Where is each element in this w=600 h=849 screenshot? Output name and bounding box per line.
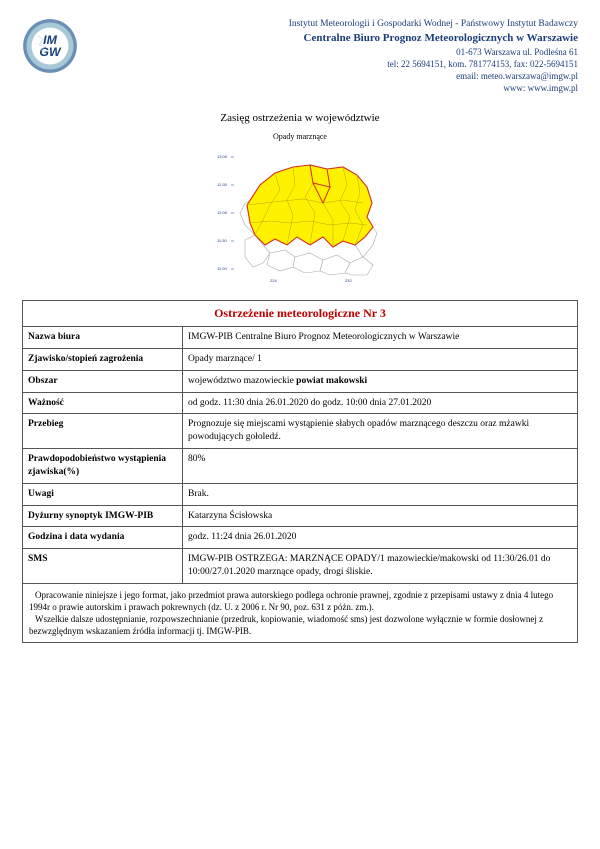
- header-address: 01-673 Warszawa ul. Podleśna 61: [92, 46, 578, 58]
- table-row: Nazwa biuraIMGW-PIB Centralne Biuro Prog…: [23, 327, 578, 349]
- section-title: Zasięg ostrzeżenia w województwie: [22, 112, 578, 124]
- header-email: email: meteo.warszawa@imgw.pl: [92, 70, 578, 82]
- row-value: województwo mazowieckie powiat makowski: [183, 370, 578, 392]
- row-value: Opady marznące/ 1: [183, 349, 578, 371]
- row-label: Obszar: [23, 370, 183, 392]
- row-label: Prawdopodobieństwo wystąpienia zjawiska(…: [23, 449, 183, 484]
- table-row: Ważnośćod godz. 11:30 dnia 26.01.2020 do…: [23, 392, 578, 414]
- svg-text:11:00: 11:00: [217, 266, 227, 271]
- table-row: UwagiBrak.: [23, 483, 578, 505]
- header-www: www: www.imgw.pl: [92, 82, 578, 94]
- row-label: Przebieg: [23, 414, 183, 449]
- header-tel: tel: 22 5694151, kom. 781774153, fax: 02…: [92, 58, 578, 70]
- table-row: Prawdopodobieństwo wystąpienia zjawiska(…: [23, 449, 578, 484]
- footnote-cell: Opracowanie niniejsze i jego format, jak…: [23, 583, 578, 643]
- header-bureau: Centralne Biuro Prognoz Meteorologicznyc…: [92, 31, 578, 46]
- map-container: 13:00 12:30 12:00 11:30 11:00 224 232: [22, 145, 578, 290]
- row-value: IMGW-PIB OSTRZEGA: MARZNĄCE OPADY/1 mazo…: [183, 549, 578, 584]
- row-value: Katarzyna Ścisłowska: [183, 505, 578, 527]
- row-label: Ważność: [23, 392, 183, 414]
- header-text: Instytut Meteorologii i Gospodarki Wodne…: [92, 18, 578, 94]
- header-institute: Instytut Meteorologii i Gospodarki Wodne…: [92, 18, 578, 31]
- logo-text-2: GW: [39, 45, 62, 59]
- svg-text:12:30: 12:30: [217, 182, 228, 187]
- table-row: PrzebiegPrognozuje się miejscami wystąpi…: [23, 414, 578, 449]
- svg-text:13:00: 13:00: [217, 154, 228, 159]
- warning-map-icon: 13:00 12:30 12:00 11:30 11:00 224 232: [215, 145, 385, 285]
- row-label: Nazwa biura: [23, 327, 183, 349]
- table-row: Dyżurny synoptyk IMGW-PIBKatarzyna Ścisł…: [23, 505, 578, 527]
- row-value: 80%: [183, 449, 578, 484]
- svg-text:12:00: 12:00: [217, 210, 228, 215]
- footnote-p2: Wszelkie dalsze udostępnianie, rozpowsze…: [29, 613, 571, 637]
- row-label: Zjawisko/stopień zagrożenia: [23, 349, 183, 371]
- row-value: Brak.: [183, 483, 578, 505]
- logo-wrap: IM GW: [22, 18, 82, 79]
- table-row: Zjawisko/stopień zagrożeniaOpady marznąc…: [23, 349, 578, 371]
- warning-table: Ostrzeżenie meteorologiczne Nr 3 Nazwa b…: [22, 300, 578, 643]
- row-label: Godzina i data wydania: [23, 527, 183, 549]
- svg-text:224: 224: [270, 278, 277, 283]
- row-value: od godz. 11:30 dnia 26.01.2020 do godz. …: [183, 392, 578, 414]
- table-row: SMSIMGW-PIB OSTRZEGA: MARZNĄCE OPADY/1 m…: [23, 549, 578, 584]
- warning-title: Ostrzeżenie meteorologiczne Nr 3: [23, 301, 578, 327]
- document-header: IM GW Instytut Meteorologii i Gospodarki…: [22, 18, 578, 94]
- row-value: Prognozuje się miejscami wystąpienie sła…: [183, 414, 578, 449]
- row-label: SMS: [23, 549, 183, 584]
- svg-text:232: 232: [345, 278, 352, 283]
- svg-text:11:30: 11:30: [217, 238, 227, 243]
- row-label: Uwagi: [23, 483, 183, 505]
- table-row: Obszarwojewództwo mazowieckie powiat mak…: [23, 370, 578, 392]
- map-subtitle: Opady marznące: [22, 132, 578, 141]
- footnote-p1: Opracowanie niniejsze i jego format, jak…: [29, 589, 571, 613]
- row-value: godz. 11:24 dnia 26.01.2020: [183, 527, 578, 549]
- row-value: IMGW-PIB Centralne Biuro Prognoz Meteoro…: [183, 327, 578, 349]
- table-row: Godzina i data wydaniagodz. 11:24 dnia 2…: [23, 527, 578, 549]
- row-label: Dyżurny synoptyk IMGW-PIB: [23, 505, 183, 527]
- imgw-logo-icon: IM GW: [22, 18, 78, 74]
